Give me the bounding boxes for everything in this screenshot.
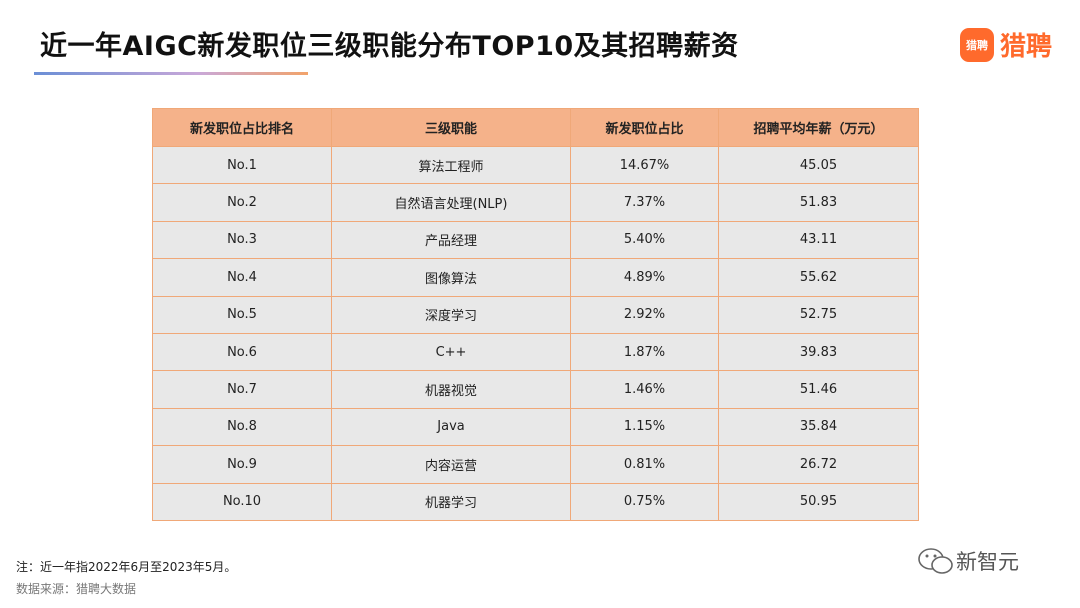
table-cell: No.4 xyxy=(152,258,332,297)
source: 数据来源：猎聘大数据 xyxy=(16,582,137,596)
table-row: No.1 算法工程师 14.67% 45.05 xyxy=(152,145,919,185)
table-cell: 7.37% xyxy=(570,183,719,222)
table-row: No.5 深度学习 2.92% 52.75 xyxy=(152,295,919,334)
title-underline xyxy=(34,72,308,75)
header-row: 新发职位占比排名 三级职能 新发职位占比 招聘平均年薪（万元） xyxy=(152,108,919,147)
table-cell: 深度学习 xyxy=(331,295,571,334)
table-cell: 1.46% xyxy=(570,370,719,409)
table-cell: No.10 xyxy=(152,482,332,521)
table-body: No.1 算法工程师 14.67% 45.05 No.2 自然语言处理(NLP) 7.37%… xyxy=(152,145,919,521)
table-cell: 50.95 xyxy=(718,482,919,521)
table-cell: 35.84 xyxy=(718,407,919,447)
table-row: No.6 C++ 1.87% 39.83 xyxy=(152,332,919,372)
table-cell: 机器学习 xyxy=(331,482,571,521)
watermark: 新智元 xyxy=(916,546,1019,576)
table-cell: 0.81% xyxy=(570,445,719,484)
table-cell: 机器视觉 xyxy=(331,370,571,409)
table-cell: 自然语言处理(NLP) xyxy=(331,183,571,222)
table-row: No.9 内容运营 0.81% 26.72 xyxy=(152,445,919,484)
table-cell: No.1 xyxy=(152,145,332,185)
table-cell: 43.11 xyxy=(718,220,919,260)
table-cell: No.8 xyxy=(152,407,332,447)
table-cell: 图像算法 xyxy=(331,258,571,297)
table-cell: No.5 xyxy=(152,295,332,334)
table-cell: Java xyxy=(331,407,571,447)
column-header: 新发职位占比 xyxy=(570,108,719,147)
table-cell: No.7 xyxy=(152,370,332,409)
table-cell: 2.92% xyxy=(570,295,719,334)
table-cell: No.3 xyxy=(152,220,332,260)
table-cell: No.2 xyxy=(152,183,332,222)
table-cell: 51.83 xyxy=(718,183,919,222)
table-cell: 55.62 xyxy=(718,258,919,297)
note: 注：近一年指2022年6月至2023年5月。 xyxy=(16,560,237,574)
table-cell: 算法工程师 xyxy=(331,145,571,185)
table-row: No.8 Java 1.15% 35.84 xyxy=(152,407,919,447)
table-cell: 51.46 xyxy=(718,370,919,409)
table-cell: 4.89% xyxy=(570,258,719,297)
watermark-text: 新智元 xyxy=(956,550,1019,574)
table-cell: 产品经理 xyxy=(331,220,571,260)
table-cell: 5.40% xyxy=(570,220,719,260)
table-row: No.7 机器视觉 1.46% 51.46 xyxy=(152,370,919,409)
title: 近一年AIGC新发职位三级职能分布TOP10及其招聘薪资 xyxy=(40,31,739,62)
column-header: 招聘平均年薪（万元） xyxy=(718,108,919,147)
logo-text: 猎聘 xyxy=(999,32,1052,62)
table-cell: 1.87% xyxy=(570,332,719,372)
table-cell: 39.83 xyxy=(718,332,919,372)
logo: 猎聘 猎聘 xyxy=(959,26,1052,63)
table-row: No.4 图像算法 4.89% 55.62 xyxy=(152,258,919,297)
table-cell: 52.75 xyxy=(718,295,919,334)
table-cell: No.9 xyxy=(152,445,332,484)
table-cell: 14.67% xyxy=(570,145,719,185)
table-cell: C++ xyxy=(331,332,571,372)
table-cell: 0.75% xyxy=(570,482,719,521)
column-header: 新发职位占比排名 xyxy=(152,108,332,147)
column-header: 三级职能 xyxy=(331,108,571,147)
table-cell: 1.15% xyxy=(570,407,719,447)
wechat-icon xyxy=(918,548,953,574)
table-row: No.3 产品经理 5.40% 43.11 xyxy=(152,220,919,260)
logo-icon: 猎聘 xyxy=(959,27,994,62)
table-row: No.2 自然语言处理(NLP) 7.37% 51.83 xyxy=(152,183,919,222)
table-cell: No.6 xyxy=(152,332,332,372)
table-row: No.10 机器学习 0.75% 50.95 xyxy=(152,482,919,521)
table-cell: 内容运营 xyxy=(331,445,571,484)
table-cell: 45.05 xyxy=(718,145,919,185)
table: 新发职位占比排名 三级职能 新发职位占比 招聘平均年薪（万元） No.1 算法工程师 14… xyxy=(152,108,919,521)
table-cell: 26.72 xyxy=(718,445,919,484)
